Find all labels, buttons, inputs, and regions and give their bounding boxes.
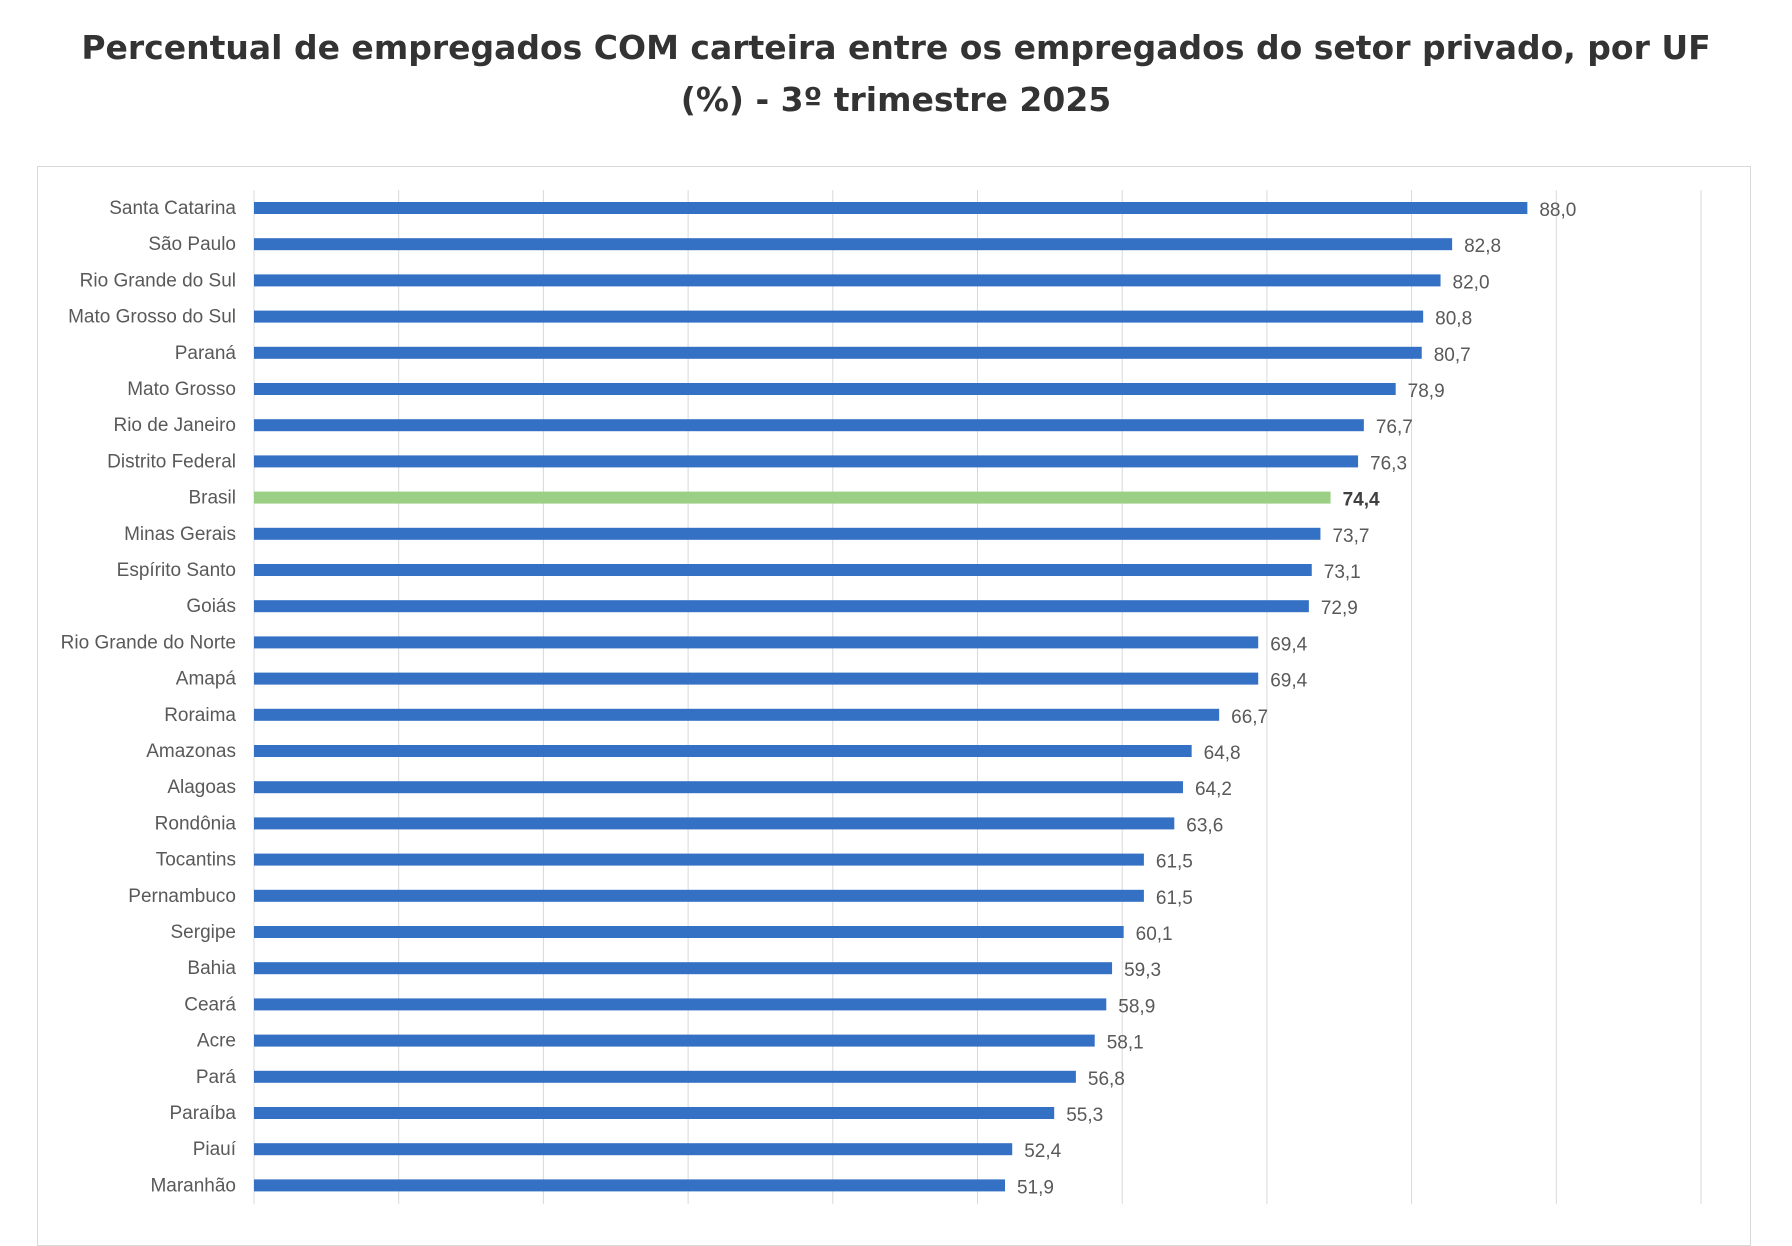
bar — [254, 527, 1321, 540]
data-label: 59,3 — [1124, 960, 1161, 981]
data-label: 60,1 — [1136, 924, 1173, 945]
bar — [254, 889, 1144, 902]
data-label: 74,4 — [1343, 490, 1380, 511]
data-label: 69,4 — [1270, 634, 1307, 655]
bar — [254, 962, 1113, 975]
bar — [254, 817, 1175, 830]
category-label: Acre — [197, 1031, 236, 1052]
data-label: 55,3 — [1066, 1105, 1103, 1126]
category-label: Minas Gerais — [124, 524, 236, 545]
category-label: Distrito Federal — [107, 451, 236, 472]
bar — [254, 1107, 1055, 1119]
chart-title: Percentual de empregados COM carteira en… — [81, 28, 1711, 119]
category-label: Amapá — [176, 669, 237, 690]
bar — [254, 274, 1441, 287]
category-label: Pará — [196, 1067, 237, 1088]
bar — [254, 926, 1124, 938]
bar — [254, 672, 1259, 685]
category-label: Rondônia — [155, 813, 237, 834]
data-label: 69,4 — [1270, 671, 1307, 692]
category-label: Pernambuco — [128, 886, 236, 907]
category-label: Bahia — [187, 958, 236, 979]
category-label: Roraima — [164, 705, 236, 726]
bar — [254, 419, 1364, 432]
bar — [254, 1070, 1076, 1083]
data-label: 61,5 — [1156, 852, 1193, 873]
data-label: 58,1 — [1107, 1033, 1144, 1054]
category-label: Rio Grande do Norte — [61, 632, 236, 653]
data-label: 82,0 — [1453, 272, 1490, 293]
data-label: 58,9 — [1118, 996, 1155, 1017]
bar — [254, 238, 1453, 251]
category-label: Tocantins — [156, 850, 236, 871]
data-label: 78,9 — [1408, 381, 1445, 402]
bar — [254, 1034, 1095, 1047]
data-label: 66,7 — [1231, 707, 1268, 728]
category-label: Espírito Santo — [117, 560, 236, 581]
bar — [254, 853, 1144, 866]
data-label: 64,2 — [1195, 779, 1232, 800]
bar — [254, 998, 1107, 1011]
category-label: Santa Catarina — [109, 198, 236, 219]
data-label: 80,8 — [1435, 309, 1472, 330]
bar — [254, 564, 1312, 576]
bar — [254, 636, 1259, 649]
data-label: 63,6 — [1186, 815, 1223, 836]
category-label: Amazonas — [146, 741, 236, 762]
data-label: 76,3 — [1370, 453, 1407, 474]
bar — [254, 1143, 1013, 1156]
data-label: 76,7 — [1376, 417, 1413, 438]
bar — [254, 1179, 1005, 1192]
data-label: 72,9 — [1321, 598, 1358, 619]
data-label: 88,0 — [1539, 200, 1576, 221]
data-label: 56,8 — [1088, 1069, 1125, 1090]
category-label: Goiás — [186, 596, 236, 617]
data-label: 51,9 — [1017, 1177, 1054, 1198]
bar — [254, 745, 1192, 757]
data-label: 52,4 — [1024, 1141, 1061, 1162]
category-label: Rio de Janeiro — [113, 415, 236, 436]
category-label: Brasil — [188, 488, 236, 509]
category-label: Ceará — [184, 994, 236, 1015]
data-label: 82,8 — [1464, 236, 1501, 257]
data-label: 80,7 — [1434, 345, 1471, 366]
category-label: Paraná — [175, 343, 237, 364]
bar — [254, 600, 1309, 613]
bar — [254, 708, 1220, 721]
category-label: Alagoas — [167, 777, 236, 798]
category-label: Piauí — [193, 1139, 237, 1160]
category-label: Sergipe — [171, 922, 237, 943]
bar — [254, 383, 1396, 395]
category-label: São Paulo — [148, 234, 236, 255]
data-label: 73,1 — [1324, 562, 1361, 583]
data-label: 64,8 — [1204, 743, 1241, 764]
bar — [254, 455, 1359, 468]
bar — [254, 310, 1424, 323]
category-label: Mato Grosso — [127, 379, 236, 400]
bar — [254, 202, 1528, 214]
bar — [254, 781, 1183, 794]
category-label: Paraíba — [169, 1103, 236, 1124]
data-label: 73,7 — [1332, 526, 1369, 547]
category-label: Rio Grande do Sul — [80, 270, 236, 291]
bar-highlight — [254, 491, 1331, 504]
bar — [254, 346, 1422, 359]
data-label: 61,5 — [1156, 888, 1193, 909]
category-label: Maranhão — [150, 1175, 236, 1196]
category-label: Mato Grosso do Sul — [68, 307, 236, 328]
